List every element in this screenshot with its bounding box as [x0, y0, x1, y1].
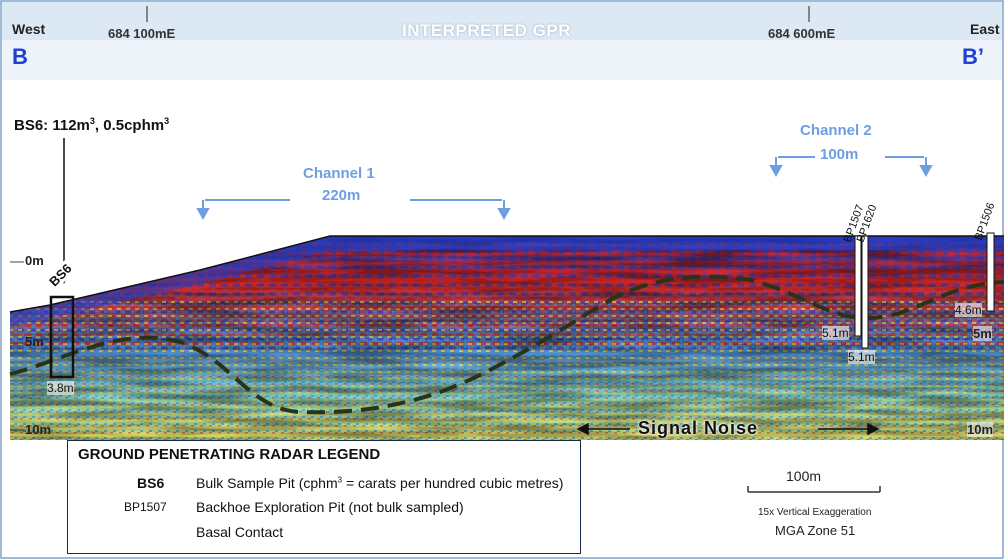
basal-contact-line: [9, 274, 1004, 415]
channel-2-bracket: [769, 156, 933, 178]
bs6-callout-text: BS6: 112m3, 0.5cphm3: [14, 116, 169, 134]
easting-label-2: 684 600mE: [768, 26, 836, 41]
channel-1-name: Channel 1: [303, 165, 375, 182]
channel-2-width: 100m: [820, 146, 859, 163]
depth-label-0m: 0m: [25, 253, 44, 268]
right-depth-label-5m: 5m: [973, 326, 992, 341]
mga-zone-label: MGA Zone 51: [775, 523, 856, 538]
section-end-label: B’: [962, 44, 984, 69]
legend-basal-text: Basal Contact: [196, 524, 284, 540]
legend-backhoe-code: BP1507: [124, 500, 167, 514]
bs6-callout-mid: , 0.5cphm: [94, 117, 165, 134]
channel-1-bracket: [196, 199, 511, 221]
bs6-callout-main: BS6: 112m: [14, 117, 90, 134]
scale-bar: [747, 486, 881, 493]
signal-noise-arrows: [576, 422, 880, 436]
bs6-depth-label: 3.8m: [47, 381, 74, 395]
channel-1-width: 220m: [322, 187, 361, 204]
bp1507-pit: [854, 235, 862, 337]
channel-2-name: Channel 2: [800, 122, 872, 139]
radar-top-band: [10, 236, 1004, 326]
vertical-exaggeration-label: 15x Vertical Exaggeration: [758, 507, 872, 518]
easting-label-1: 684 100mE: [108, 26, 176, 41]
bp1506-depth-label: 4.6m: [955, 303, 982, 317]
legend-bulk-code: BS6: [137, 475, 165, 491]
legend-bulk-text-b: = carats per hundred cubic metres): [342, 475, 564, 491]
ground-surface: [9, 235, 1004, 313]
bs6-callout-sup1: 3: [89, 116, 95, 126]
bp1507-depth-label: 5.1m: [822, 326, 849, 340]
legend-backhoe-text: Backhoe Exploration Pit (not bulk sample…: [196, 499, 464, 515]
west-label: West: [12, 21, 46, 37]
right-depth-label-10m: 10m: [967, 422, 994, 437]
title-bar-fade: [2, 40, 1002, 80]
legend-bulk-text-a: Bulk Sample Pit (cphm: [196, 475, 338, 491]
scale-block: 100m 15x Vertical Exaggeration MGA Zone …: [700, 452, 940, 552]
bp1620-pit: [861, 235, 869, 349]
legend-title: GROUND PENETRATING RADAR LEGEND: [78, 446, 381, 463]
signal-noise-label: Signal Noise: [638, 418, 759, 438]
bs6-pit-outline: [49, 295, 75, 379]
bp1620-depth-label: 5.1m: [848, 350, 875, 364]
figure-title: INTERPRETED GPR: [402, 21, 572, 40]
legend-bulk-text: Bulk Sample Pit (cphm3 = carats per hund…: [196, 475, 563, 491]
east-label: East: [970, 21, 1000, 37]
legend-box: GROUND PENETRATING RADAR LEGEND BS6 Bulk…: [67, 440, 581, 554]
scale-bar-label: 100m: [786, 468, 822, 484]
depth-label-10m: 10m: [25, 422, 52, 437]
section-start-label: B: [12, 44, 28, 69]
bp1506-pit: [986, 232, 995, 312]
bs6-callout-sup2: 3: [164, 116, 170, 126]
legend-bulk-sup: 3: [337, 475, 343, 485]
depth-label-5m: 5m: [25, 334, 44, 349]
